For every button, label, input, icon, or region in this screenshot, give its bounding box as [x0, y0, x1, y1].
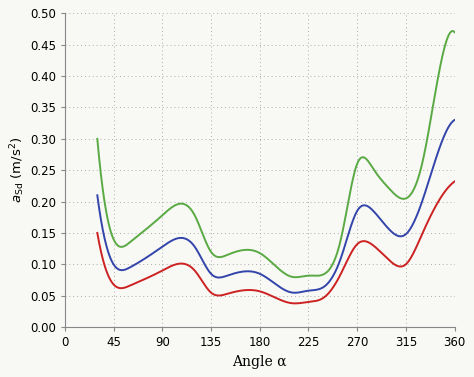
Y-axis label: $a_\mathrm{Sd}\ (\mathrm{m/s}^2)$: $a_\mathrm{Sd}\ (\mathrm{m/s}^2)$	[9, 137, 27, 203]
X-axis label: Angle α: Angle α	[232, 355, 287, 369]
